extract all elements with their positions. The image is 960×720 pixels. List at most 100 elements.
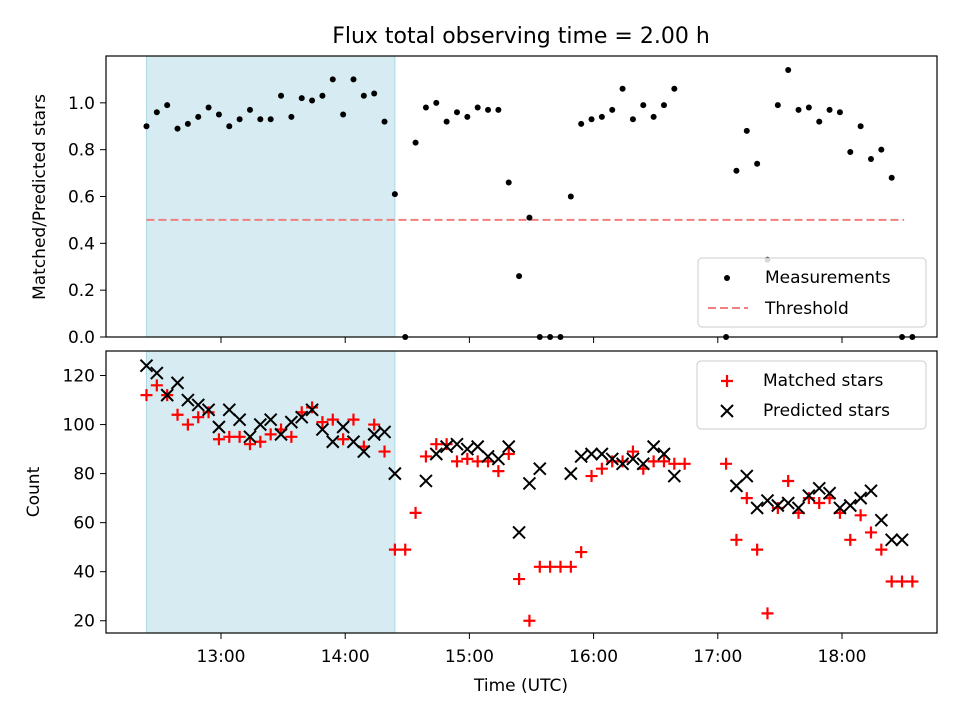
predicted-stars-point — [636, 457, 650, 471]
x-tick-label: 17:00 — [693, 647, 742, 667]
x-tick-label: 14:00 — [321, 647, 370, 667]
measurement-point — [619, 85, 626, 92]
predicted-stars-point — [191, 398, 205, 412]
top-legend-box — [697, 257, 927, 328]
matched-stars-point — [316, 416, 329, 429]
bottom-y-axis-label: Count — [24, 466, 44, 517]
predicted-stars-point — [326, 435, 340, 449]
matched-stars-point — [399, 543, 412, 556]
predicted-stars-legend-label: Predicted stars — [763, 401, 890, 421]
predicted-stars-point — [533, 461, 547, 476]
measurement-point — [733, 167, 740, 174]
predicted-stars-point — [243, 430, 257, 444]
matched-stars-point — [533, 560, 546, 573]
bottom-y-tick-label: 40 — [73, 563, 95, 583]
matched-stars-point — [864, 526, 877, 539]
measurement-point — [278, 92, 285, 99]
predicted-stars-point — [419, 474, 433, 488]
measurement-point — [660, 102, 667, 109]
bottom-axis-ticks: 20 40 60 80 100 120 13:00 14:00 15:00 16:00 17:00 1… — [63, 367, 867, 667]
matched-stars-point — [513, 573, 526, 586]
measurement-point — [412, 139, 419, 146]
matched-stars-point — [730, 533, 743, 546]
predicted-stars-point — [336, 420, 350, 434]
measurement-point — [474, 104, 481, 111]
predicted-stars-point — [864, 484, 878, 498]
matched-stars-point — [150, 379, 163, 392]
measurement-point — [836, 109, 843, 116]
matched-stars-point — [368, 418, 381, 431]
measurement-point — [257, 116, 264, 123]
measurement-point — [816, 118, 823, 125]
predicted-stars-point — [377, 425, 392, 439]
measurement-point — [805, 104, 812, 111]
matched-stars-point — [347, 413, 360, 426]
measurement-point — [578, 120, 585, 127]
matched-stars-point — [595, 462, 608, 475]
top-y-axis-label: Matched/Predicted stars — [30, 94, 50, 300]
measurement-point — [433, 99, 440, 106]
matched-stars-point — [751, 543, 764, 556]
predicted-stars-legend-marker — [720, 404, 734, 418]
measurement-point — [453, 109, 460, 116]
measurement-point — [267, 116, 274, 123]
measurement-point — [464, 113, 471, 120]
predicted-stars-point — [740, 469, 754, 483]
bottom-y-tick-label: 20 — [73, 612, 95, 632]
bottom-axes-frame — [105, 350, 938, 634]
matched-stars-point — [378, 445, 391, 458]
measurement-point — [743, 127, 750, 134]
predicted-stars-point — [760, 493, 775, 508]
top-axes-frame — [105, 55, 938, 338]
predicted-stars-point — [274, 427, 288, 442]
bottom-panel: 20 40 60 80 100 120 13:00 14:00 15:00 16:00 17:00 1… — [24, 350, 938, 696]
predicted-stars-point — [884, 533, 899, 547]
measurement-point — [443, 118, 450, 125]
measurement-point — [360, 92, 367, 99]
threshold-legend-label: Threshold — [764, 299, 849, 319]
top-y-tick-label: 0.4 — [68, 234, 95, 254]
bottom-y-tick-label: 80 — [73, 465, 95, 485]
bottom-shaded-span — [145, 350, 396, 634]
matched-stars-point — [223, 430, 236, 443]
matched-stars-point — [254, 435, 267, 448]
measurement-point — [629, 116, 636, 123]
measurement-point — [184, 120, 191, 127]
top-axis-ticks: 0.0 0.2 0.4 0.6 0.8 1.0 — [68, 94, 843, 348]
matched-stars-point — [181, 418, 194, 431]
bottom-y-tick-label: 120 — [63, 367, 95, 387]
predicted-stars-point — [346, 435, 361, 449]
predicted-stars-point — [502, 439, 516, 454]
predicted-stars-point — [729, 479, 744, 493]
x-tick-label: 16:00 — [569, 647, 618, 667]
measurement-point — [588, 116, 595, 123]
measurement-point — [867, 156, 874, 163]
matched-stars-point — [419, 450, 432, 463]
predicted-stars-point — [284, 415, 299, 429]
predicted-stars-point — [512, 525, 526, 540]
measurement-point — [650, 113, 657, 120]
measurement-point — [785, 67, 792, 74]
matched-stars-legend-label: Matched stars — [763, 371, 883, 391]
predicted-stars-point — [305, 403, 319, 417]
measurement-point — [516, 273, 523, 280]
matched-stars-point — [554, 560, 567, 573]
measurement-point — [309, 97, 316, 104]
measurement-point — [526, 214, 533, 221]
measurement-point — [174, 125, 181, 132]
top-y-tick-label: 0.8 — [68, 141, 95, 161]
x-tick-label: 15:00 — [445, 647, 494, 667]
measurement-point — [391, 191, 398, 198]
matched-stars-point — [585, 470, 598, 483]
measurement-point — [340, 111, 347, 118]
top-y-tick-label: 1.0 — [68, 94, 95, 114]
measurement-point — [888, 174, 895, 181]
matched-stars-point — [202, 406, 215, 419]
top-y-tick-label: 0.2 — [68, 281, 95, 301]
predicted-stars-point — [150, 366, 164, 380]
matched-stars-point — [657, 455, 670, 468]
matched-stars-point — [802, 492, 815, 505]
predicted-stars-point — [895, 533, 909, 547]
predicted-stars-point — [367, 427, 381, 442]
matched-stars-point — [813, 497, 826, 510]
